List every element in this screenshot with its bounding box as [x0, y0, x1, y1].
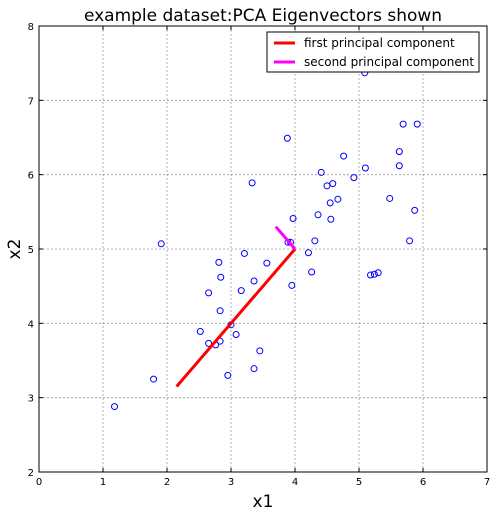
data-point — [289, 215, 297, 223]
data-point — [340, 152, 348, 160]
x-tick-label: 3 — [228, 477, 234, 488]
data-point — [250, 365, 258, 373]
x-tick-label: 0 — [36, 477, 42, 488]
chart-title: example dataset:PCA Eigenvectors shown — [84, 6, 442, 26]
data-point — [217, 273, 225, 281]
first-component-line — [175, 248, 297, 388]
data-point — [196, 328, 204, 336]
x-tick-label: 7 — [484, 477, 490, 488]
data-point — [374, 269, 382, 277]
data-point — [205, 289, 213, 297]
data-point — [263, 259, 271, 267]
data-point — [232, 330, 240, 338]
data-point — [326, 199, 334, 207]
x-tick-label: 2 — [164, 477, 170, 488]
data-point — [323, 182, 331, 190]
x-tick-label: 1 — [100, 477, 106, 488]
data-point — [367, 271, 375, 279]
data-point — [150, 375, 158, 383]
data-point — [395, 162, 403, 170]
y-tick-label: 3 — [28, 394, 34, 405]
data-point — [237, 287, 245, 295]
x-tick-label: 5 — [356, 477, 362, 488]
y-tick-label: 4 — [28, 319, 34, 330]
data-point — [411, 206, 419, 214]
legend-label-first-component: first principal component — [304, 36, 455, 50]
data-point — [248, 179, 256, 187]
y-tick-label: 2 — [28, 468, 34, 479]
data-point — [308, 268, 316, 276]
data-point — [334, 195, 342, 203]
data-point — [413, 120, 421, 128]
data-point — [240, 249, 248, 257]
data-point — [314, 211, 322, 219]
data-point — [288, 281, 296, 289]
data-point — [256, 347, 264, 355]
x-tick-label: 4 — [292, 477, 298, 488]
data-point — [350, 174, 358, 182]
y-axis-label: x2 — [5, 239, 25, 260]
data-point — [370, 270, 378, 278]
data-point — [399, 120, 407, 128]
data-point — [111, 403, 119, 411]
component-lines — [175, 225, 297, 388]
data-point — [304, 249, 312, 257]
x-axis-label: x1 — [253, 492, 274, 512]
data-point — [395, 148, 403, 156]
data-points — [111, 69, 421, 411]
y-tick-label: 6 — [28, 171, 34, 182]
legend: first principal component second princip… — [266, 31, 480, 73]
data-point — [317, 168, 325, 176]
data-point — [329, 180, 337, 188]
axis-ticks: 0 1 2 3 4 5 6 7 2 3 4 5 6 7 8 — [28, 22, 491, 488]
legend-box — [266, 31, 480, 73]
data-point — [283, 134, 291, 142]
x-tick-label: 6 — [420, 477, 426, 488]
data-point — [157, 240, 165, 248]
data-point — [386, 194, 394, 202]
data-point — [361, 164, 369, 172]
y-tick-label: 7 — [28, 96, 34, 107]
data-point — [215, 258, 223, 266]
y-tick-label: 8 — [28, 22, 34, 33]
data-point — [311, 237, 319, 245]
data-point — [224, 371, 232, 379]
data-point — [327, 215, 335, 223]
data-point — [406, 237, 414, 245]
data-point — [205, 339, 213, 347]
legend-label-second-component: second principal component — [304, 55, 474, 69]
y-tick-label: 5 — [28, 245, 34, 256]
grid-lines — [39, 26, 487, 472]
second-component-line — [274, 225, 297, 250]
data-point — [250, 277, 258, 285]
data-point — [216, 307, 224, 315]
